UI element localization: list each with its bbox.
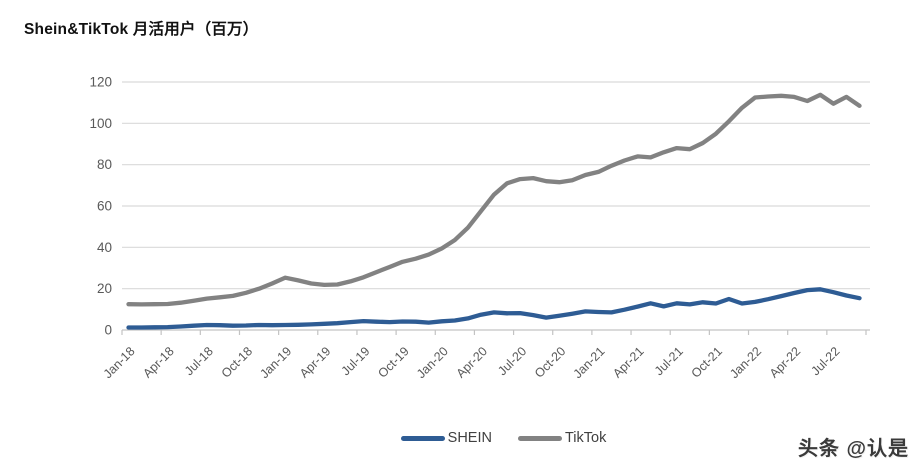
x-axis-label: Oct-19 xyxy=(375,344,411,380)
x-axis-label: Oct-20 xyxy=(532,344,568,380)
chart-title: Shein&TikTok 月活用户（百万） xyxy=(24,21,259,38)
legend-item-shein: SHEIN xyxy=(400,430,492,446)
chart-legend: SHEIN TikTok xyxy=(0,430,923,446)
x-axis-label: Oct-18 xyxy=(219,344,255,380)
x-axis-label: Apr-20 xyxy=(454,344,490,380)
line-chart-area: 0 20 40 60 80 100 120 Jan-18 Apr-18 Jul-18 Oct-18 J… xyxy=(89,75,870,381)
y-axis-label: 120 xyxy=(89,75,112,90)
x-axis-label: Apr-19 xyxy=(297,344,333,380)
x-axis-label: Jan-20 xyxy=(414,344,451,381)
shein-series-line xyxy=(126,287,862,330)
legend-label-shein: SHEIN xyxy=(447,430,492,446)
y-axis-label: 20 xyxy=(97,281,112,296)
y-axis-label: 0 xyxy=(104,323,112,338)
y-axis-label: 60 xyxy=(97,199,112,214)
x-axis-label: Apr-21 xyxy=(610,344,646,380)
watermark: 头条 @认是 xyxy=(797,438,909,460)
y-axis-label: 40 xyxy=(97,240,112,255)
x-axis-label: Jul-20 xyxy=(495,344,529,378)
y-axis-label: 100 xyxy=(89,116,112,131)
x-axis-label: Jan-18 xyxy=(101,344,138,381)
x-axis-label: Jul-21 xyxy=(652,344,686,378)
x-axis-label: Jul-19 xyxy=(339,344,373,378)
x-axis-label: Apr-18 xyxy=(140,344,176,380)
x-axis-label: Jan-22 xyxy=(727,344,764,381)
x-axis-label: Jan-21 xyxy=(571,344,608,381)
x-axis-label: Jan-19 xyxy=(257,344,294,381)
shein-line-swatch-icon xyxy=(400,435,445,441)
x-axis-label: Jul-18 xyxy=(182,344,216,378)
tiktok-series-line xyxy=(126,92,862,307)
y-axis-label: 80 xyxy=(97,157,112,172)
legend-item-tiktok: TikTok xyxy=(517,430,607,446)
legend-label-tiktok: TikTok xyxy=(564,430,607,446)
x-axis-label: Jul-22 xyxy=(809,344,843,378)
x-axis-label: Apr-22 xyxy=(767,344,803,380)
tiktok-line-swatch-icon xyxy=(517,435,562,441)
x-axis-label: Oct-21 xyxy=(689,344,725,380)
